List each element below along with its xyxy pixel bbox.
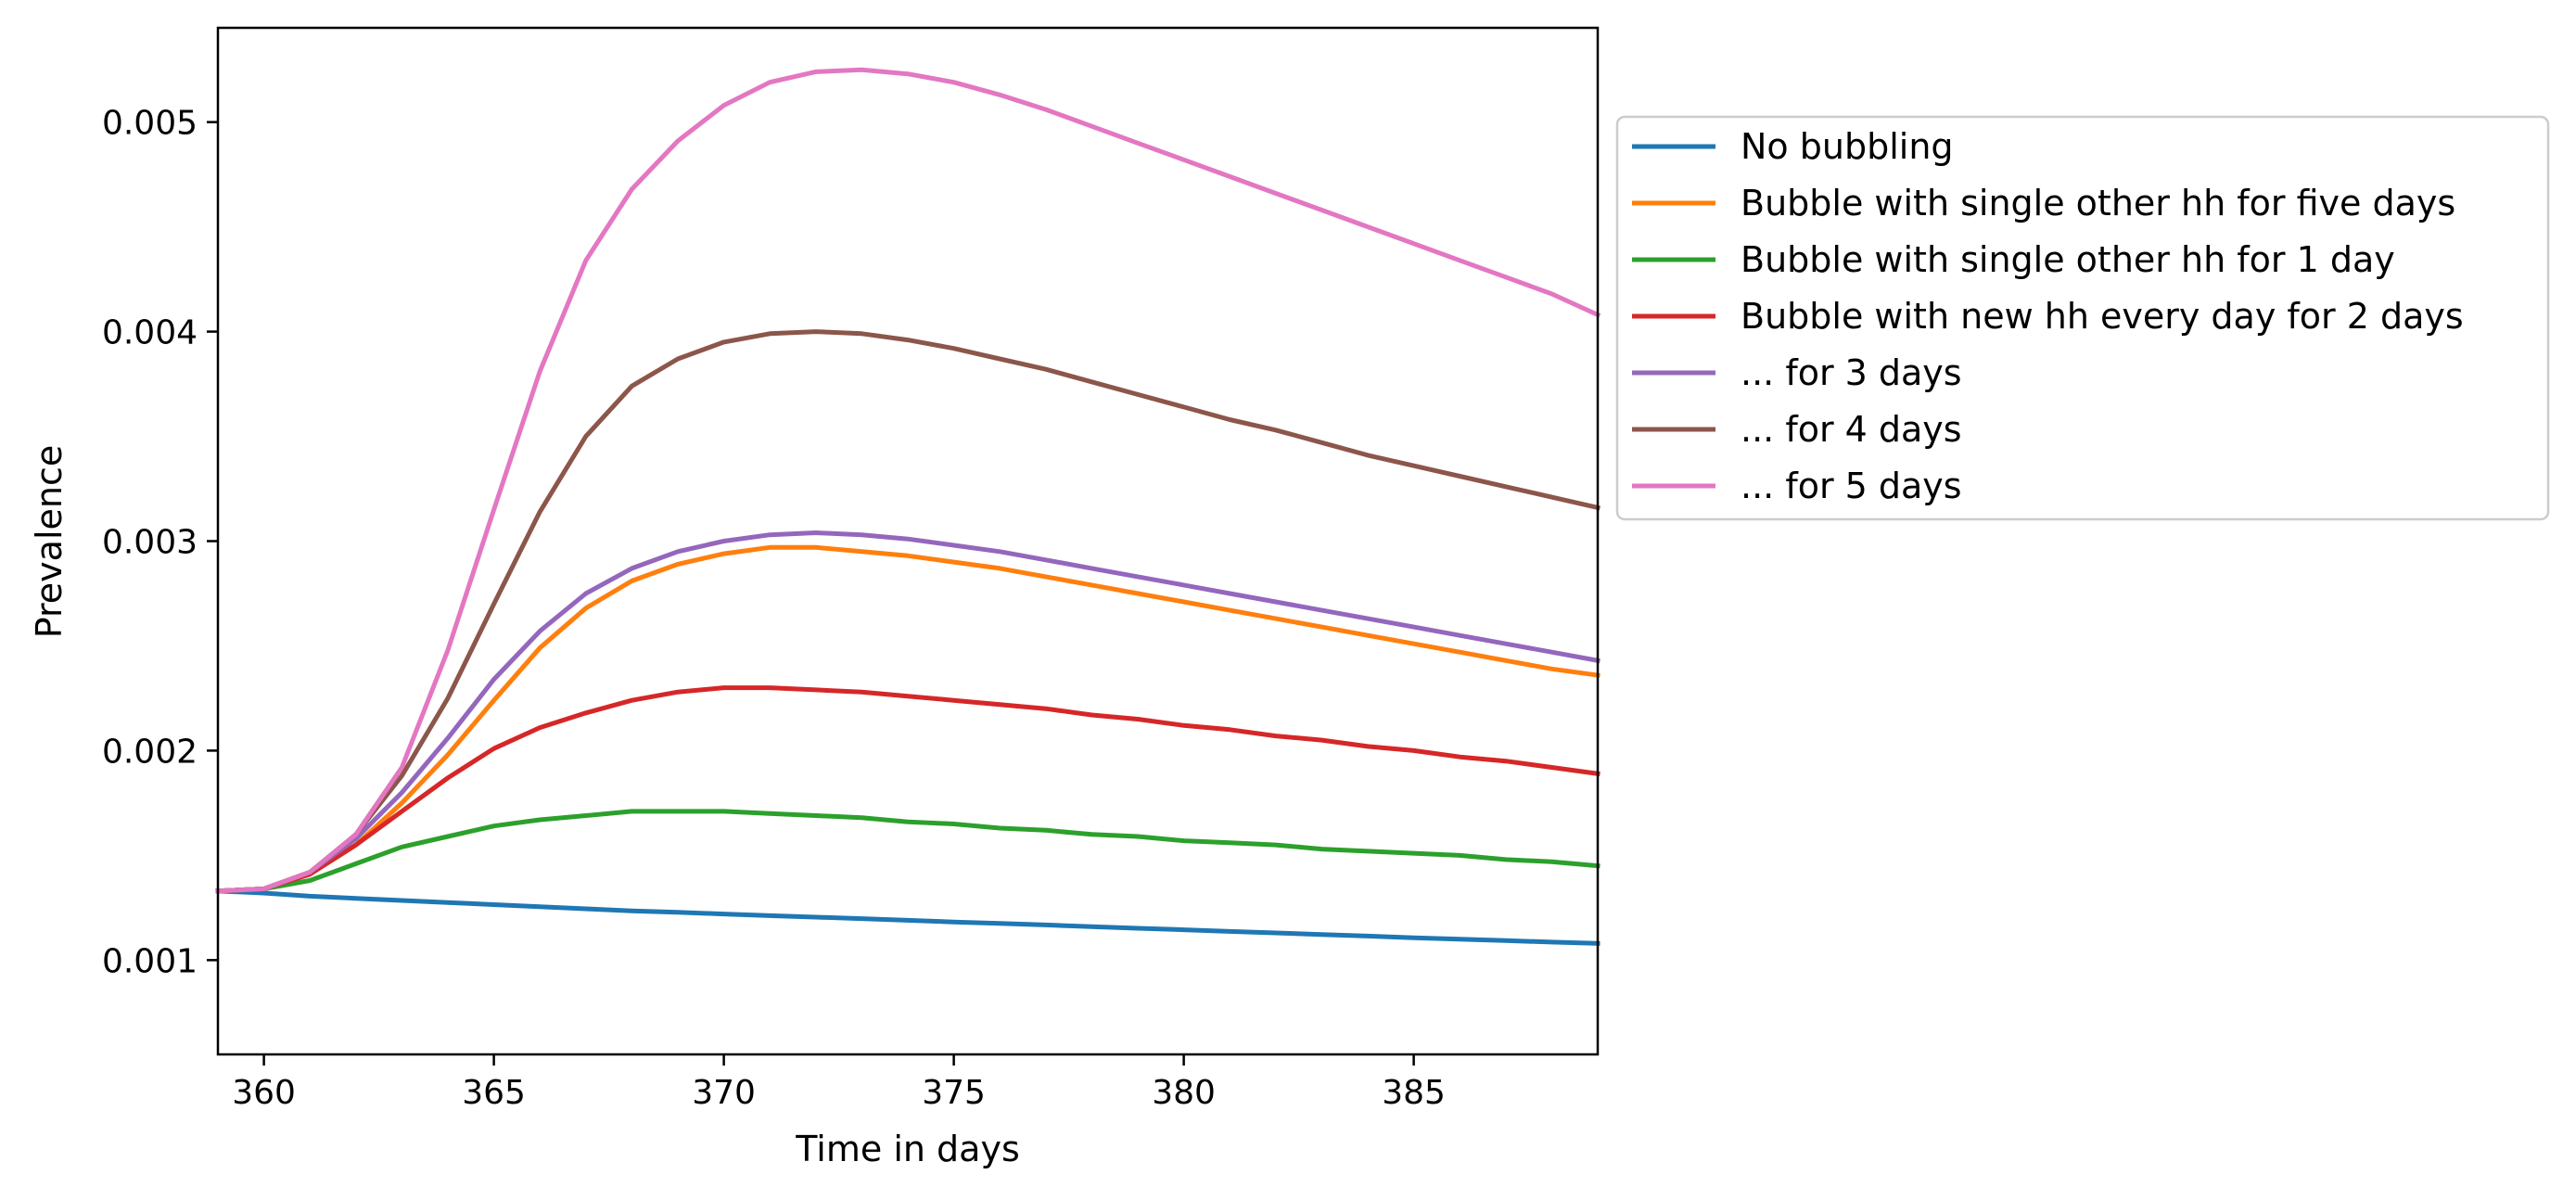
y-axis-label: Prevalence <box>29 445 70 638</box>
series-line-7 <box>215 67 1601 894</box>
x-tick-label: 365 <box>462 1074 526 1112</box>
legend-label-2: Bubble with single other hh for five day… <box>1741 183 2455 223</box>
series-line-2 <box>215 544 1600 894</box>
x-tick-label: 360 <box>232 1074 296 1112</box>
series-line-4 <box>215 685 1600 894</box>
series-line-3 <box>215 809 1600 894</box>
legend: No bubbling Bubble with single other hh f… <box>1615 115 2550 521</box>
legend-label-7: ... for 5 days <box>1741 466 1962 506</box>
x-tick-label: 375 <box>922 1074 986 1112</box>
x-tick-label: 370 <box>692 1074 756 1112</box>
series-line-5 <box>215 530 1600 894</box>
x-axis-label: Time in days <box>795 1129 1020 1169</box>
legend-label-1: No bubbling <box>1741 126 1954 167</box>
legend-label-3: Bubble with single other hh for 1 day <box>1741 239 2395 280</box>
y-tick-label: 0.003 <box>102 524 198 562</box>
x-tick-label: 385 <box>1382 1074 1446 1112</box>
legend-label-5: ... for 3 days <box>1741 352 1962 393</box>
legend-label-4: Bubble with new hh every day for 2 days <box>1741 296 2464 337</box>
legend-label-6: ... for 4 days <box>1741 409 1962 450</box>
series-line-1 <box>215 888 1600 946</box>
y-tick-label: 0.005 <box>102 105 198 143</box>
x-tick-label: 380 <box>1152 1074 1216 1112</box>
y-axis: 0.001 0.002 0.003 0.004 0.005 <box>102 105 218 980</box>
y-tick-label: 0.004 <box>102 314 198 352</box>
x-axis: 360 365 370 375 380 385 <box>232 1054 1446 1112</box>
y-tick-label: 0.001 <box>102 942 198 980</box>
series-line-6 <box>215 329 1600 894</box>
y-tick-label: 0.002 <box>102 733 198 771</box>
legend-frame <box>1615 115 2550 521</box>
series-layer <box>215 67 1601 946</box>
